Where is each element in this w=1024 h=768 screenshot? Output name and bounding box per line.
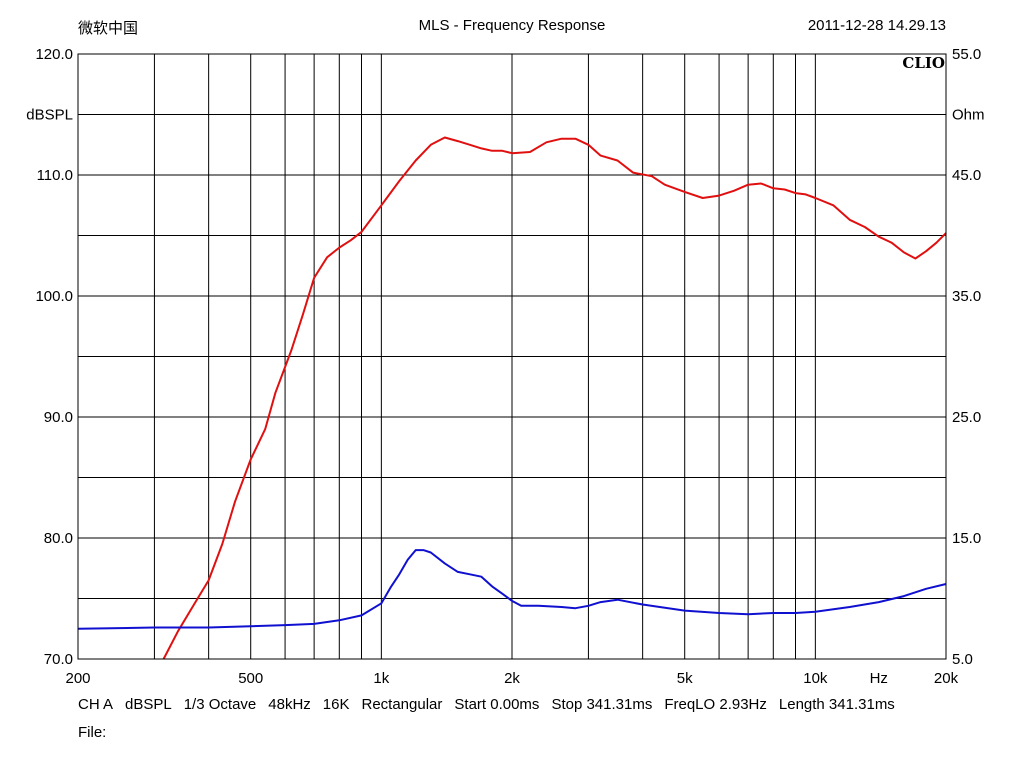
axis-labels: 120.0 110.0 100.0 90.0 80.0 70.0 55.0 45.0 35.0 2… [26, 46, 984, 687]
left-axis-tick-label: 120.0 [35, 46, 73, 63]
header-left-label: 微软中国 [78, 20, 139, 37]
right-axis-tick-label: 15.0 [952, 530, 981, 547]
measurement-info-item: FreqLO 2.93Hz [664, 696, 767, 713]
x-axis-tick-label: 10k [803, 670, 828, 687]
timestamp: 2011-12-28 14.29.13 [807, 17, 946, 34]
x-axis-tick-label: 500 [238, 670, 263, 687]
x-axis-tick-label: 200 [65, 670, 90, 687]
x-axis-tick-label: 20k [934, 670, 959, 687]
measurement-info-item: 1/3 Octave [183, 696, 257, 713]
chart-title: MLS - Frequency Response [418, 17, 606, 34]
left-axis-tick-label: 90.0 [44, 409, 73, 426]
measurement-info-item: 16K [322, 696, 350, 713]
right-axis-tick-label: 55.0 [952, 46, 981, 63]
right-axis-tick-label: 25.0 [952, 409, 981, 426]
file-label: File: [78, 724, 107, 741]
plot-frame [77, 53, 947, 660]
x-axis-tick-label: 1k [373, 670, 389, 687]
measurement-info-item: CH A [78, 696, 114, 713]
x-axis-unit-label: Hz [870, 670, 888, 687]
spl-response-curve [162, 136, 947, 660]
clio-logo: CLIO [902, 54, 945, 72]
right-axis-tick-label: 5.0 [952, 651, 973, 668]
left-axis-tick-label: 70.0 [44, 651, 73, 668]
right-axis-unit-label: Ohm [952, 107, 985, 124]
measurement-info-bar: CH A dBSPL 1/3 Octave 48kHz 16K Rectangular St… [78, 696, 907, 713]
measurement-info-item: Rectangular [361, 696, 443, 713]
measurement-info-item: dBSPL [125, 696, 172, 713]
measurement-info-item: Length 341.31ms [778, 696, 895, 713]
right-axis-tick-label: 35.0 [952, 288, 981, 305]
right-axis-tick-label: 45.0 [952, 167, 981, 184]
measurement-info-item: Start 0.00ms [454, 696, 540, 713]
measurement-info-item: Stop 341.31ms [551, 696, 653, 713]
left-axis-tick-label: 110.0 [37, 167, 73, 184]
left-axis-tick-label: 100.0 [35, 288, 73, 305]
left-axis-unit-label: dBSPL [26, 107, 73, 124]
x-axis-tick-label: 2k [504, 670, 520, 687]
curves [77, 136, 947, 660]
left-axis-tick-label: 80.0 [44, 530, 73, 547]
measurement-info-item: 48kHz [268, 696, 311, 713]
impedance-curve [77, 549, 947, 630]
x-axis-tick-label: 5k [677, 670, 693, 687]
grid-lines [78, 54, 946, 659]
